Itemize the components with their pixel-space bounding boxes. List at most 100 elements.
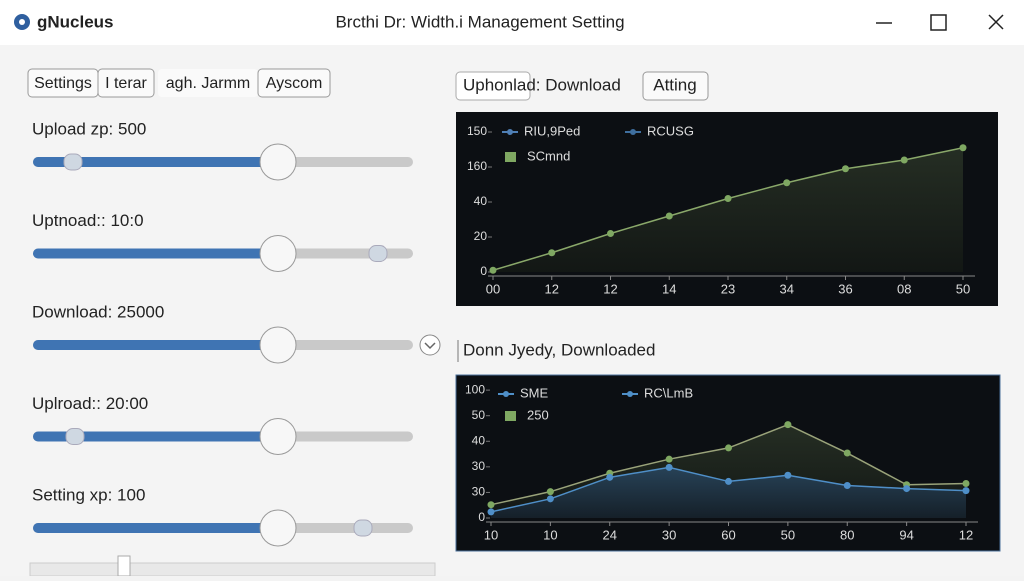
point (665, 455, 673, 463)
slider-fill (33, 340, 278, 350)
legend-label: RIU,9Ped (524, 123, 580, 138)
slider-thumb[interactable] (259, 509, 297, 547)
point (900, 156, 908, 164)
slider-thumb[interactable] (259, 143, 297, 181)
x-tick-label: 36 (838, 281, 852, 296)
x-tick-label: 23 (721, 281, 735, 296)
tab-label: Settings (34, 75, 92, 92)
legend-label: SCmnd (527, 148, 570, 163)
button-label: Atting (653, 75, 696, 94)
slider-label: Upload zp: 500 (32, 119, 146, 138)
title-bar (0, 0, 1024, 45)
x-tick-label: 12 (603, 281, 617, 296)
point (959, 144, 967, 152)
legend-square (505, 152, 516, 162)
close-button[interactable] (988, 14, 1004, 30)
slider-fill (33, 431, 278, 442)
slider-marker (353, 519, 373, 537)
point (725, 444, 732, 452)
slider-thumb[interactable] (259, 235, 297, 272)
x-tick-label: 12 (545, 281, 559, 296)
y-tick-label: 100 (465, 382, 485, 396)
y-tick-label: 30 (472, 485, 486, 499)
panel-header: Donn Jyedy, Downloaded (463, 340, 655, 359)
x-tick-label: 10 (484, 527, 498, 542)
tab[interactable] (97, 68, 155, 98)
y-tick-label: 20 (474, 229, 488, 243)
point (962, 487, 970, 495)
x-tick-label: 50 (956, 281, 970, 296)
point (489, 266, 497, 274)
point (548, 249, 556, 257)
x-tick-label: 00 (486, 281, 500, 296)
area (493, 147, 963, 272)
point (783, 179, 791, 187)
y-tick-label: 0 (478, 510, 485, 524)
y-tick-label: 40 (474, 194, 488, 208)
point (784, 421, 792, 429)
maximize-button[interactable] (930, 14, 947, 31)
x-tick-label: 12 (959, 527, 973, 542)
panel-header: Uphonlad: Download (463, 75, 621, 94)
legend-marker (507, 129, 513, 135)
slider-label: Download: 25000 (32, 302, 164, 321)
tab-label: I terar (105, 75, 147, 92)
point (487, 508, 495, 516)
legend-marker (630, 129, 636, 135)
x-tick-label: 50 (781, 527, 795, 542)
expand-button[interactable] (419, 334, 441, 356)
legend-label: SME (520, 385, 549, 400)
y-tick-label: 40 (472, 433, 486, 447)
scrollbar[interactable] (29, 562, 436, 577)
point (725, 477, 732, 485)
tab[interactable] (158, 69, 258, 97)
legend-label: 250 (527, 407, 549, 422)
point (487, 501, 495, 509)
x-tick-label: 08 (897, 281, 911, 296)
slider-thumb[interactable] (259, 326, 297, 364)
legend-square (505, 411, 516, 421)
point (962, 479, 970, 487)
expand-icon (424, 342, 436, 350)
point (665, 463, 673, 471)
x-tick-label: 60 (721, 527, 735, 542)
point (724, 195, 732, 202)
tab-label: Ayscom (266, 75, 323, 92)
point (607, 230, 614, 237)
x-tick-label: 80 (840, 527, 854, 542)
slider-thumb[interactable] (259, 418, 297, 455)
scrollbar-thumb[interactable] (117, 555, 131, 577)
slider-marker (65, 428, 85, 445)
legend-marker (627, 391, 633, 397)
point (546, 495, 554, 503)
y-tick-label: 150 (467, 124, 487, 138)
slider-label: Uptnoad:: 10:0 (32, 211, 144, 230)
panel-header-box (455, 71, 531, 101)
slider-marker (63, 153, 83, 171)
x-tick-label: 14 (662, 281, 676, 296)
x-tick-label: 30 (662, 527, 676, 542)
slider-fill (33, 523, 278, 533)
app-icon-dot (19, 19, 25, 25)
slider-fill (33, 248, 278, 259)
atting-button[interactable] (642, 71, 709, 101)
app-name: gNucleus (37, 12, 114, 31)
point (843, 449, 851, 457)
x-tick-label: 34 (780, 281, 794, 296)
legend-marker (503, 391, 509, 397)
legend-label: RCUSG (647, 123, 694, 138)
y-tick-label: 0 (480, 264, 487, 278)
slider-label: Setting xp: 100 (32, 485, 145, 504)
tab[interactable] (257, 68, 331, 98)
point (903, 485, 911, 493)
point (843, 482, 851, 490)
slider-label: Uplroad:: 20:00 (32, 394, 148, 413)
point (665, 212, 673, 220)
slider-marker (368, 245, 388, 262)
y-tick-label: 30 (472, 459, 486, 473)
legend-label: RC\LmB (644, 385, 693, 400)
window-title: Brcthi Dr: Width.i Management Setting (335, 12, 624, 31)
point (546, 488, 554, 496)
